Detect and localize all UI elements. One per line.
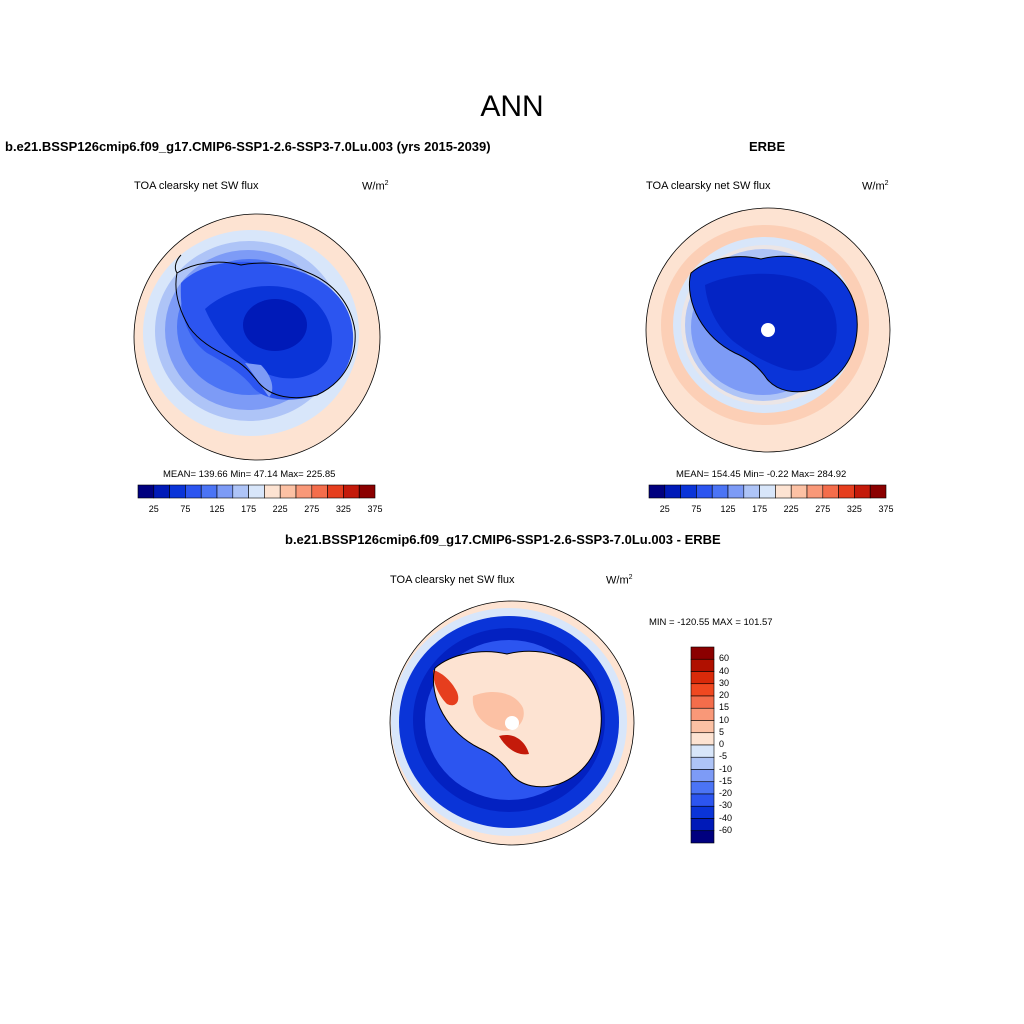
obs-colorbar-tick: 325 <box>846 504 862 514</box>
model-colorbar <box>137 484 376 499</box>
model-units-label: W/m2 <box>362 180 389 193</box>
model-colorbar-tick: 225 <box>272 504 288 514</box>
diff-colorbar-box <box>690 818 715 832</box>
model-colorbar-box <box>216 484 234 499</box>
diff-colorbar-label: -10 <box>719 763 733 774</box>
obs-colorbar-tick: 125 <box>720 504 736 514</box>
diff-colorbar-box <box>690 830 715 844</box>
diff-colorbar-label: -15 <box>719 775 733 786</box>
diff-colorbar-box <box>690 707 715 721</box>
obs-colorbar-box <box>790 484 808 499</box>
diff-colorbar-box <box>690 744 715 758</box>
model-colorbar-tick: 275 <box>304 504 320 514</box>
model-colorbar-box <box>137 484 155 499</box>
diff-variable-label: TOA clearsky net SW flux <box>390 574 515 586</box>
model-colorbar-tick: 175 <box>241 504 257 514</box>
obs-colorbar-box <box>727 484 745 499</box>
diff-colorbar-box <box>690 781 715 795</box>
model-colorbar-box <box>264 484 281 499</box>
model-stats: MEAN= 139.66 Min= 47.14 Max= 225.85 <box>163 469 336 480</box>
diff-polar-map <box>389 600 635 846</box>
model-colorbar-tick: 375 <box>367 504 383 514</box>
model-colorbar-box <box>232 484 249 499</box>
diff-panel-title: b.e21.BSSP126cmip6.f09_g17.CMIP6-SSP1-2.… <box>285 532 721 547</box>
model-colorbar-box <box>279 484 297 499</box>
diff-colorbar-box <box>690 658 715 672</box>
obs-colorbar-box <box>743 484 760 499</box>
obs-panel-title: ERBE <box>749 139 786 154</box>
model-colorbar-box <box>343 484 360 499</box>
model-colorbar-box <box>327 484 344 499</box>
diff-units-label: W/m2 <box>606 574 633 587</box>
diff-colorbar-label: -30 <box>719 800 733 811</box>
diff-colorbar-label: -60 <box>719 824 733 835</box>
model-colorbar-box <box>248 484 265 499</box>
obs-colorbar-tick: 275 <box>815 504 831 514</box>
diff-colorbar-label: 0 <box>719 739 725 749</box>
obs-stats: MEAN= 154.45 Min= -0.22 Max= 284.92 <box>676 469 847 480</box>
diff-colorbar-box <box>690 671 715 685</box>
diff-colorbar <box>690 646 715 844</box>
obs-units-label: W/m2 <box>862 180 889 193</box>
obs-colorbar-box <box>822 484 839 499</box>
diff-colorbar-label: -20 <box>719 788 733 798</box>
obs-variable-label: TOA clearsky net SW flux <box>646 180 771 192</box>
diff-colorbar-label: 40 <box>719 665 730 676</box>
diff-colorbar-box <box>690 683 715 697</box>
obs-colorbar-box <box>775 484 792 499</box>
diff-colorbar-box <box>690 720 715 734</box>
obs-colorbar-box <box>680 484 697 499</box>
diff-colorbar-box <box>690 695 715 709</box>
diff-colorbar-box <box>690 769 715 783</box>
diff-colorbar-label: 30 <box>719 677 730 688</box>
figure-title: ANN <box>480 90 544 123</box>
model-colorbar-box <box>200 484 218 499</box>
model-colorbar-tick: 325 <box>335 504 351 514</box>
diff-colorbar-label: 10 <box>719 714 730 725</box>
model-colorbar-tick: 125 <box>209 504 225 514</box>
model-colorbar-box <box>153 484 170 499</box>
diff-colorbar-label: -5 <box>719 751 728 762</box>
obs-polar-map <box>645 207 891 453</box>
obs-colorbar-box <box>759 484 776 499</box>
obs-colorbar-tick: 225 <box>783 504 799 514</box>
diff-colorbar-box <box>690 756 715 770</box>
diff-colorbar-label: 20 <box>719 690 730 700</box>
diff-colorbar-label: 60 <box>719 653 730 664</box>
model-variable-label: TOA clearsky net SW flux <box>134 180 259 192</box>
model-colorbar-tick: 75 <box>180 504 191 514</box>
model-panel-title: b.e21.BSSP126cmip6.f09_g17.CMIP6-SSP1-2.… <box>5 139 491 154</box>
model-colorbar-tick: 25 <box>148 504 159 514</box>
obs-colorbar-box <box>806 484 824 499</box>
model-colorbar-box <box>311 484 328 499</box>
obs-colorbar <box>648 484 887 499</box>
model-colorbar-box <box>295 484 313 499</box>
diff-colorbar-box <box>690 805 715 819</box>
obs-colorbar-tick: 175 <box>752 504 768 514</box>
obs-colorbar-box <box>854 484 871 499</box>
obs-colorbar-tick: 375 <box>878 504 894 514</box>
diff-colorbar-label: -40 <box>719 812 733 823</box>
obs-colorbar-box <box>648 484 666 499</box>
model-colorbar-box <box>358 484 376 499</box>
diff-colorbar-label: 15 <box>719 702 730 713</box>
obs-colorbar-box <box>696 484 713 499</box>
diff-colorbar-box <box>690 646 715 660</box>
diff-stats: MIN = -120.55 MAX = 101.57 <box>649 617 773 628</box>
obs-colorbar-tick: 25 <box>659 504 670 514</box>
model-colorbar-box <box>185 484 202 499</box>
obs-colorbar-box <box>838 484 855 499</box>
obs-colorbar-box <box>869 484 887 499</box>
obs-colorbar-box <box>664 484 681 499</box>
obs-colorbar-box <box>711 484 729 499</box>
obs-colorbar-tick: 75 <box>691 504 702 514</box>
diff-colorbar-box <box>690 793 715 807</box>
model-colorbar-box <box>169 484 186 499</box>
diff-colorbar-box <box>690 732 715 746</box>
diff-colorbar-label: 5 <box>719 726 725 737</box>
model-polar-map <box>133 213 381 461</box>
